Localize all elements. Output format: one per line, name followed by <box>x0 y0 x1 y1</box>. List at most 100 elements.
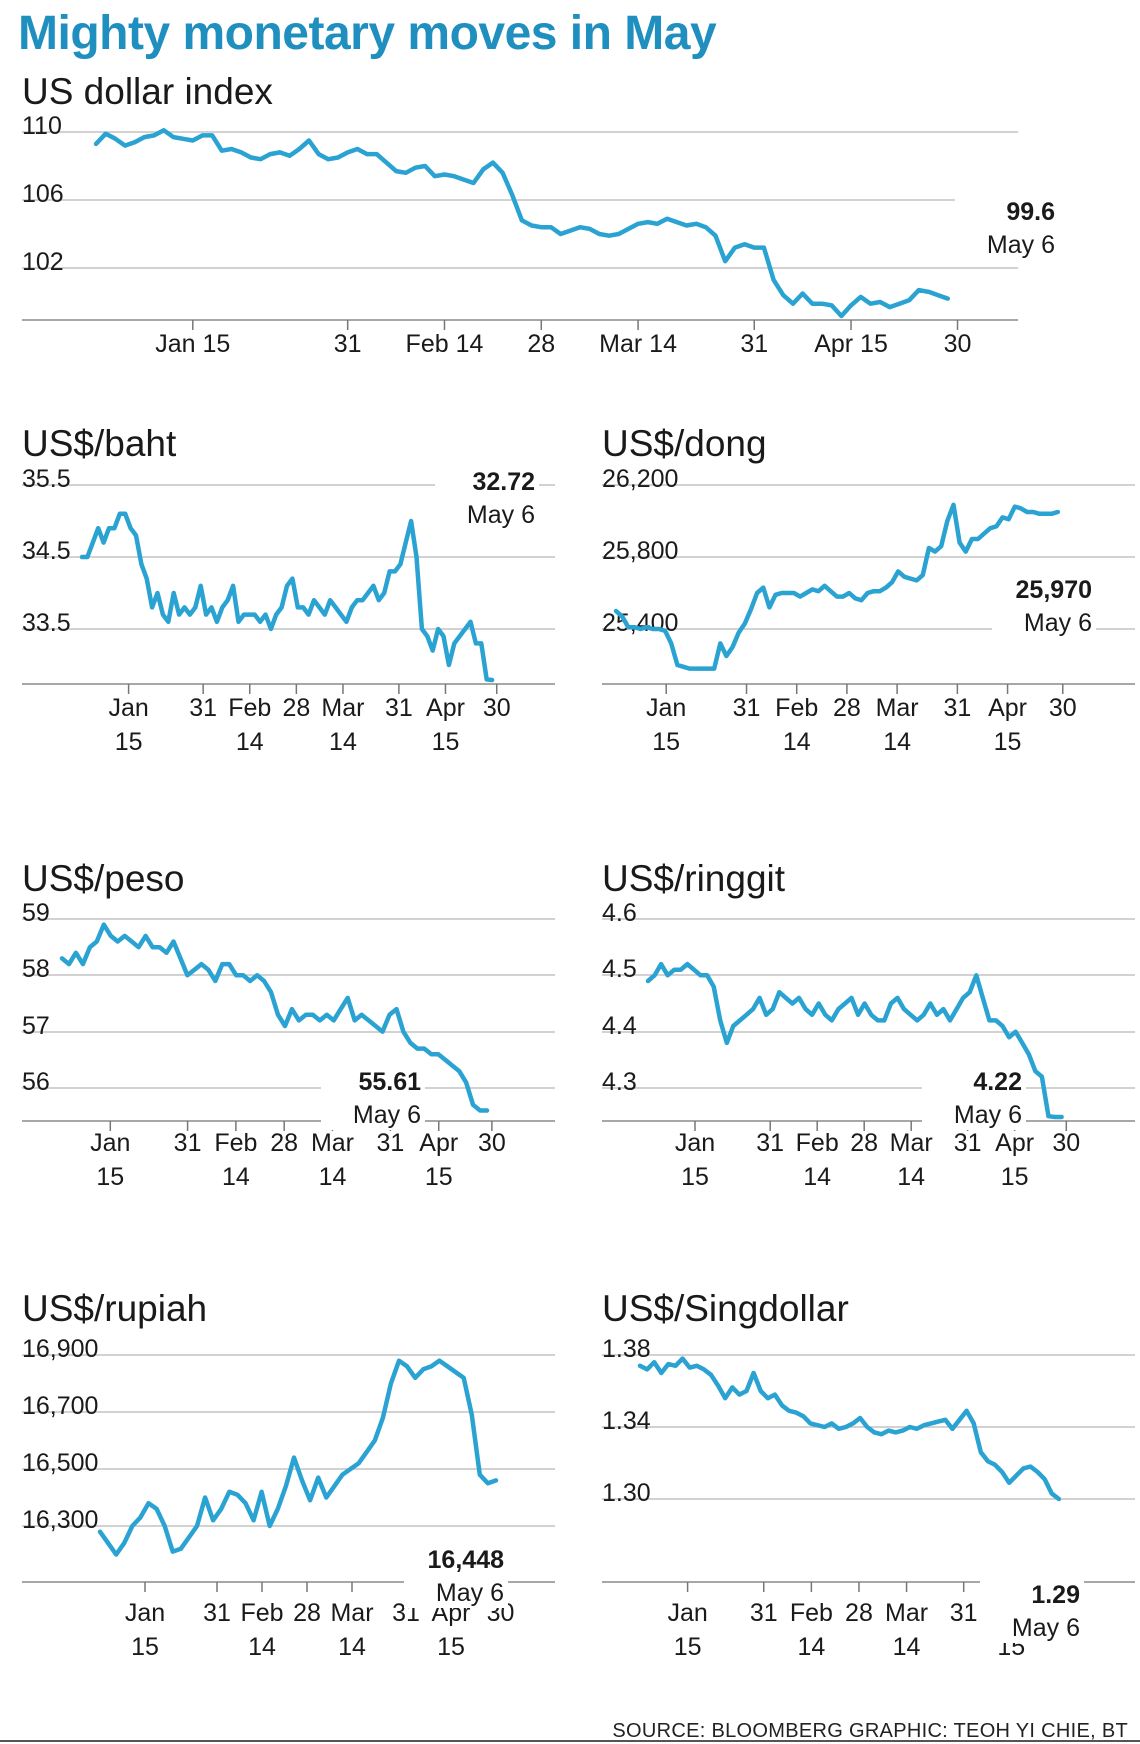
x-tick-label: 31 <box>203 1599 231 1627</box>
y-tick-label: 25,800 <box>602 537 678 565</box>
x-tick-label: Feb 14 <box>406 330 484 358</box>
x-tick-label: 15 <box>652 728 680 756</box>
annotation-date: May 6 <box>1024 609 1092 637</box>
x-tick-label: Jan <box>667 1599 707 1627</box>
x-tick-label: Jan <box>125 1599 165 1627</box>
annotation-value: 25,970 <box>1016 576 1092 604</box>
x-tick-label: 30 <box>483 694 511 722</box>
x-tick-label: 31 <box>943 694 971 722</box>
x-tick-label: Jan <box>108 694 148 722</box>
annotation-value: 32.72 <box>472 468 535 496</box>
x-tick-label: 14 <box>222 1163 250 1191</box>
x-tick-label: 14 <box>329 728 357 756</box>
x-tick-label: 30 <box>1049 694 1077 722</box>
y-tick-label: 33.5 <box>22 609 71 637</box>
x-tick-label: 14 <box>797 1633 825 1661</box>
x-tick-label: 15 <box>115 728 143 756</box>
x-tick-label: Mar <box>321 694 364 722</box>
x-tick-label: 15 <box>425 1163 453 1191</box>
y-tick-label: 35.5 <box>22 465 71 493</box>
x-tick-label: 31 <box>950 1599 978 1627</box>
bottom-rule <box>0 1740 1140 1742</box>
x-tick-label: 30 <box>1052 1129 1080 1157</box>
x-tick-label: Mar 14 <box>599 330 677 358</box>
x-tick-label: Apr <box>988 694 1027 722</box>
series-line <box>637 1356 1062 1502</box>
chart-title: US dollar index <box>22 71 273 112</box>
x-tick-label: 31 <box>733 694 761 722</box>
x-tick-label: 28 <box>293 1599 321 1627</box>
x-tick-label: Feb <box>775 694 818 722</box>
x-tick-label: 30 <box>478 1129 506 1157</box>
x-tick-label: Jan <box>646 694 686 722</box>
x-tick-label: Feb <box>214 1129 257 1157</box>
annotation-background <box>435 464 539 530</box>
x-tick-label: 30 <box>944 330 972 358</box>
y-tick-label: 110 <box>22 112 62 140</box>
x-tick-label: 14 <box>319 1163 347 1191</box>
x-tick-label: Mar <box>311 1129 354 1157</box>
y-tick-label: 4.3 <box>602 1068 637 1096</box>
x-tick-label: Feb <box>796 1129 839 1157</box>
series-line <box>613 502 1061 671</box>
source-credit: SOURCE: BLOOMBERG GRAPHIC: TEOH YI CHIE,… <box>612 1720 1128 1742</box>
y-tick-label: 16,500 <box>22 1449 98 1477</box>
chart-title: US$/peso <box>22 858 185 899</box>
x-tick-label: 15 <box>131 1633 159 1661</box>
y-tick-label: 106 <box>22 180 64 208</box>
y-tick-label: 4.5 <box>602 955 637 983</box>
y-tick-label: 16,300 <box>22 1506 98 1534</box>
x-tick-label: 15 <box>674 1633 702 1661</box>
x-tick-label: Jan <box>90 1129 130 1157</box>
annotation-date: May 6 <box>353 1101 421 1129</box>
y-tick-label: 4.4 <box>602 1012 637 1040</box>
x-tick-label: 14 <box>883 728 911 756</box>
x-tick-label: Apr 15 <box>814 330 888 358</box>
annotation-date: May 6 <box>436 1579 504 1607</box>
y-tick-label: 102 <box>22 248 64 276</box>
chart-singdollar: US$/Singdollar 1.38 1.34 1.30 Jan 15 31 Feb 14 28… <box>602 1288 1135 1661</box>
x-tick-label: 31 <box>334 330 362 358</box>
series-line <box>93 128 951 319</box>
x-tick-label: 14 <box>783 728 811 756</box>
x-tick-label: 28 <box>270 1129 298 1157</box>
y-tick-label: 16,700 <box>22 1392 98 1420</box>
x-tick-label: 31 <box>954 1129 982 1157</box>
x-tick-label: 15 <box>1001 1163 1029 1191</box>
x-tick-label: 14 <box>897 1163 925 1191</box>
y-tick-label: 57 <box>22 1012 50 1040</box>
x-tick-label: 15 <box>681 1163 709 1191</box>
page-title: Mighty monetary moves in May <box>18 7 717 60</box>
annotation-background <box>955 194 1059 260</box>
annotation-background <box>980 1577 1084 1643</box>
annotation-value: 1.29 <box>1031 1581 1080 1609</box>
x-tick-label: 14 <box>248 1633 276 1661</box>
x-tick-label: 28 <box>845 1599 873 1627</box>
annotation-date: May 6 <box>1012 1614 1080 1642</box>
series-line <box>79 511 495 683</box>
y-tick-label: 1.34 <box>602 1407 651 1435</box>
y-tick-label: 59 <box>22 899 50 927</box>
y-tick-label: 34.5 <box>22 537 71 565</box>
x-tick-label: Mar <box>890 1129 933 1157</box>
x-tick-label: 31 <box>756 1129 784 1157</box>
x-tick-label: Apr <box>426 694 465 722</box>
x-tick-label: 28 <box>833 694 861 722</box>
chart-title: US$/dong <box>602 423 767 464</box>
x-tick-label: 28 <box>527 330 555 358</box>
series-line <box>97 1358 499 1557</box>
annotation-date: May 6 <box>467 501 535 529</box>
x-tick-label: Feb <box>228 694 271 722</box>
x-tick-label: Mar <box>330 1599 373 1627</box>
y-tick-label: 58 <box>22 955 50 983</box>
x-tick-label: Apr <box>419 1129 458 1157</box>
x-tick-label: 31 <box>189 694 217 722</box>
chart-title: US$/ringgit <box>602 858 786 899</box>
x-tick-label: 14 <box>803 1163 831 1191</box>
y-tick-label: 1.38 <box>602 1335 651 1363</box>
x-tick-label: 15 <box>432 728 460 756</box>
